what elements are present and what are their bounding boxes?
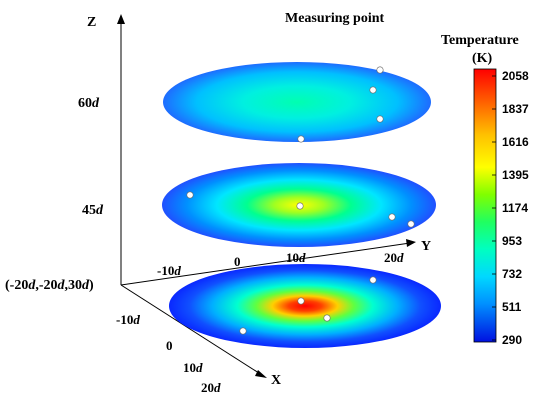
colorbar-gradient	[473, 68, 497, 343]
colorbar-tick-label: 290	[502, 333, 522, 347]
x-axis-label: X	[271, 373, 281, 388]
colorbar-unit: (K)	[472, 51, 493, 66]
origin-label: (-20d,-20d,30d)	[5, 278, 94, 293]
measuring-point	[296, 202, 304, 210]
x-tick-label: 0	[166, 338, 173, 353]
z-axis-arrowhead	[117, 14, 125, 24]
y-axis-arrowhead	[406, 239, 416, 247]
colorbar-title: Temperature	[441, 33, 519, 48]
measuring-point	[376, 66, 384, 74]
slice-60d	[163, 62, 431, 142]
y-tick-label: 0	[234, 254, 241, 269]
colorbar-tick-label: 1616	[502, 135, 529, 149]
diagram-title: Measuring point	[285, 11, 385, 26]
colorbar-tick-label: 1837	[502, 102, 529, 116]
colorbar-ticks: 2058 1837 1616 1395 1174 953 732 511 290	[492, 69, 529, 347]
colorbar-tick-label: 732	[502, 267, 522, 281]
temperature-colorbar: Temperature (K) 2058 1837 1616 1395 1174 953 7…	[441, 33, 529, 347]
measuring-point	[376, 115, 384, 123]
measuring-point	[297, 135, 305, 143]
measuring-point	[239, 327, 247, 335]
colorbar-tick-label: 2058	[502, 69, 529, 83]
x-tick-label: 20d	[201, 380, 221, 395]
measuring-point	[323, 314, 331, 322]
y-tick-label: -10d	[157, 263, 181, 278]
measuring-point	[186, 191, 194, 199]
measuring-point	[297, 297, 305, 305]
origin-label-text: (-20d,-20d,30d)	[5, 278, 94, 293]
colorbar-tick-label: 1395	[502, 168, 529, 182]
y-tick-label: 20d	[384, 250, 404, 265]
measuring-point	[407, 220, 415, 228]
y-axis-line	[120, 242, 411, 286]
x-tick-label: -10d	[116, 312, 140, 327]
colorbar-tick-label: 511	[502, 300, 522, 314]
colorbar-tick-label: 1174	[502, 201, 528, 215]
measuring-point	[369, 276, 377, 284]
x-tick-label: 10d	[183, 360, 203, 375]
colorbar-tick-label: 953	[502, 234, 522, 248]
plane-label-60d: 60d	[78, 96, 100, 111]
slice-30d	[169, 264, 441, 348]
x-axis-line	[120, 284, 263, 376]
measuring-point	[388, 213, 396, 221]
plane-label-45d: 45d	[82, 203, 104, 218]
measuring-point	[369, 86, 377, 94]
measuring-points	[186, 66, 415, 335]
y-axis-label: Y	[421, 239, 431, 254]
z-axis-label: Z	[87, 15, 96, 30]
y-tick-label: 10d	[286, 250, 306, 265]
x-axis-arrowhead	[255, 370, 267, 378]
